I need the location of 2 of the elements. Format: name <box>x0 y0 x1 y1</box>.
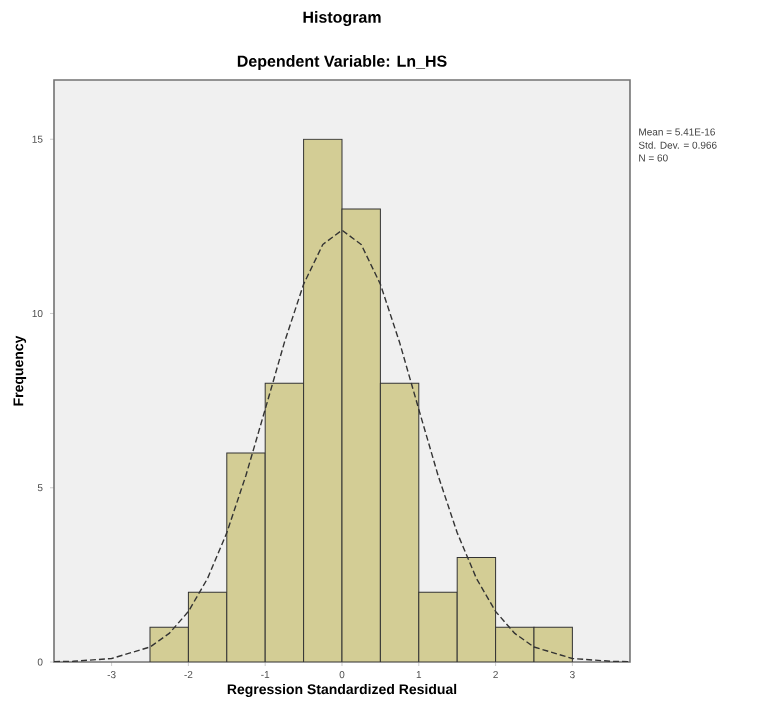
chart-title: Histogram <box>303 11 381 27</box>
chart-subtitle: Dependent Variable: Ln_HS <box>237 55 447 70</box>
